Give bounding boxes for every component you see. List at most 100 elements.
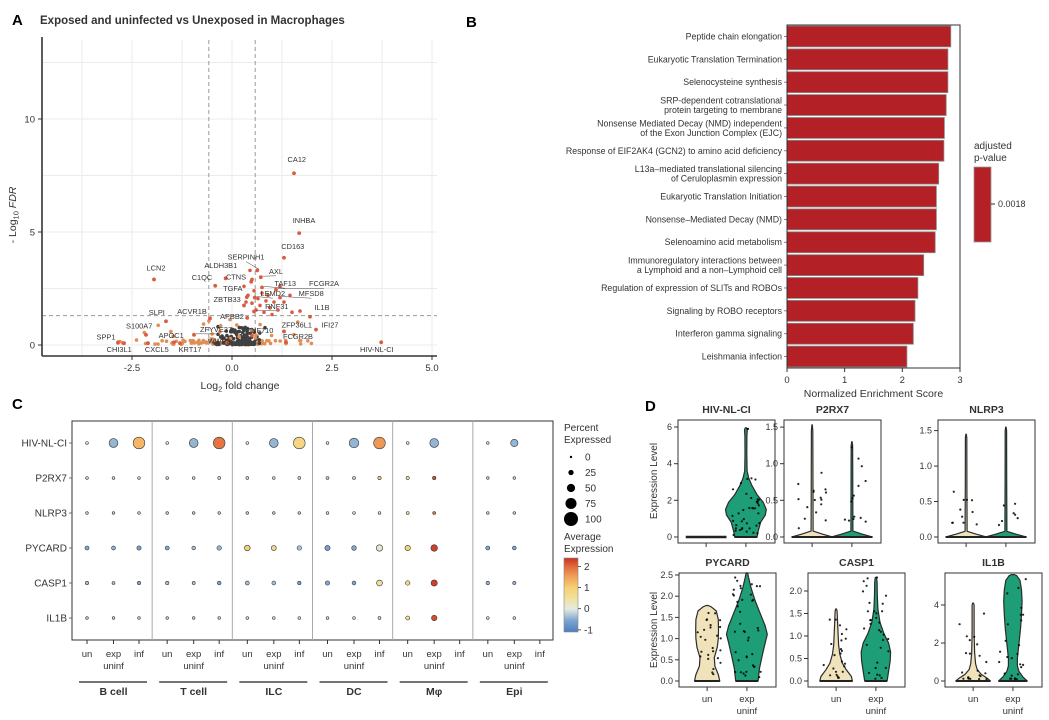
expression-dot	[111, 616, 116, 620]
jitter-point	[1020, 666, 1023, 669]
volcano-plot: Exposed and uninfected vs Unexposed in M…	[7, 15, 439, 394]
svg-text:0.5: 0.5	[660, 655, 673, 665]
jitter-point	[959, 508, 962, 511]
jitter-point	[716, 634, 719, 637]
svg-text:NLRP3: NLRP3	[35, 509, 68, 520]
expression-dot	[405, 511, 410, 515]
expression-dot	[348, 437, 360, 449]
expression-dot	[510, 439, 519, 447]
jitter-point	[1002, 504, 1005, 507]
expression-dot	[325, 616, 330, 620]
jitter-point	[985, 678, 988, 681]
svg-text:Percent: Percent	[564, 423, 599, 434]
svg-text:inf: inf	[374, 649, 384, 660]
jitter-point	[751, 653, 754, 656]
violin-ylabel: Expression Level	[649, 443, 660, 519]
svg-text:TGFA: TGFA	[223, 284, 242, 293]
bar	[786, 254, 925, 276]
expression-dot	[137, 476, 141, 480]
expression-dot	[245, 441, 249, 445]
jitter-point	[965, 498, 969, 501]
svg-text:un: un	[322, 649, 333, 660]
bar	[786, 117, 945, 139]
gene-point	[225, 340, 230, 345]
svg-text:TAF13: TAF13	[274, 279, 296, 288]
svg-text:CHI3L1: CHI3L1	[107, 345, 132, 354]
expression-dot	[244, 544, 251, 552]
jitter-point	[879, 630, 882, 633]
expression-dot	[213, 436, 226, 450]
jitter-point	[745, 656, 748, 659]
gene-point	[213, 283, 218, 288]
svg-text:S100A7: S100A7	[126, 322, 152, 331]
svg-text:inf: inf	[294, 649, 304, 660]
gene-point	[223, 276, 228, 281]
expression-dot	[245, 476, 250, 480]
svg-text:IL1B: IL1B	[46, 614, 67, 625]
volcano-ylabel: - Log10 FDR	[7, 186, 21, 243]
svg-text:Leishmania infection: Leishmania infection	[702, 352, 782, 362]
svg-text:2: 2	[667, 495, 672, 505]
svg-text:CXCL5: CXCL5	[145, 345, 169, 354]
celltype-label: Mφ	[426, 686, 443, 698]
svg-text:Average: Average	[564, 532, 602, 543]
jitter-point	[707, 657, 710, 660]
jitter-point	[874, 666, 877, 670]
jitter-point	[748, 527, 751, 530]
jitter-point	[878, 629, 881, 632]
expression-dot	[405, 476, 410, 480]
jitter-point	[1019, 613, 1022, 616]
svg-text:of Ceruloplasmin expression: of Ceruloplasmin expression	[671, 174, 782, 184]
jitter-point	[757, 504, 760, 507]
svg-text:5.0: 5.0	[425, 363, 438, 374]
expression-dot	[245, 511, 249, 515]
jitter-point	[803, 517, 806, 520]
expression-dot	[216, 545, 222, 551]
violin-plot-border	[677, 419, 776, 544]
svg-text:MFSD8: MFSD8	[299, 289, 324, 298]
violin-title: NLRP3	[969, 404, 1004, 416]
celltype-label: ILC	[265, 686, 282, 698]
expression-dot	[217, 511, 221, 515]
svg-text:Interferon gamma signaling: Interferon gamma signaling	[675, 329, 782, 339]
jitter-point	[797, 482, 800, 486]
jitter-point	[703, 628, 706, 631]
bar	[786, 322, 914, 345]
jitter-point	[971, 510, 974, 514]
jitter-point	[828, 618, 831, 621]
svg-text:of the Exon Junction Complex (: of the Exon Junction Complex (EJC)	[640, 128, 782, 138]
jitter-point	[756, 532, 759, 535]
violin-title: HIV-NL-CI	[702, 404, 750, 416]
svg-text:uninf: uninf	[183, 661, 204, 672]
jitter-point	[843, 662, 847, 665]
violin-exp	[984, 426, 1027, 538]
svg-text:SRP-dependent cotranslational: SRP-dependent cotranslational	[660, 96, 782, 106]
jitter-point	[746, 477, 749, 481]
gene-point	[255, 268, 260, 273]
jitter-point	[851, 497, 854, 500]
jitter-point	[961, 671, 964, 674]
jitter-point	[753, 665, 756, 668]
violin-exp	[725, 572, 768, 682]
jitter-point	[1017, 586, 1020, 589]
svg-text:0.5: 0.5	[789, 654, 802, 664]
expression-dot	[165, 580, 170, 586]
gene-point	[242, 303, 246, 308]
jitter-point	[745, 670, 748, 673]
gene-point	[172, 340, 176, 345]
jitter-point	[1000, 519, 1004, 523]
violin-x-label: exp	[868, 694, 883, 705]
jitter-point	[985, 660, 988, 664]
jitter-point	[819, 496, 822, 499]
jitter-point	[824, 519, 827, 522]
jitter-point	[699, 655, 702, 658]
jitter-point	[1010, 657, 1013, 660]
jitter-point	[747, 636, 750, 639]
jitter-point	[734, 529, 737, 532]
jitter-point	[737, 659, 740, 662]
svg-text:uninf: uninf	[344, 661, 365, 672]
expression-dot	[191, 581, 196, 585]
expression-dot	[377, 476, 382, 480]
jitter-point	[876, 673, 879, 676]
